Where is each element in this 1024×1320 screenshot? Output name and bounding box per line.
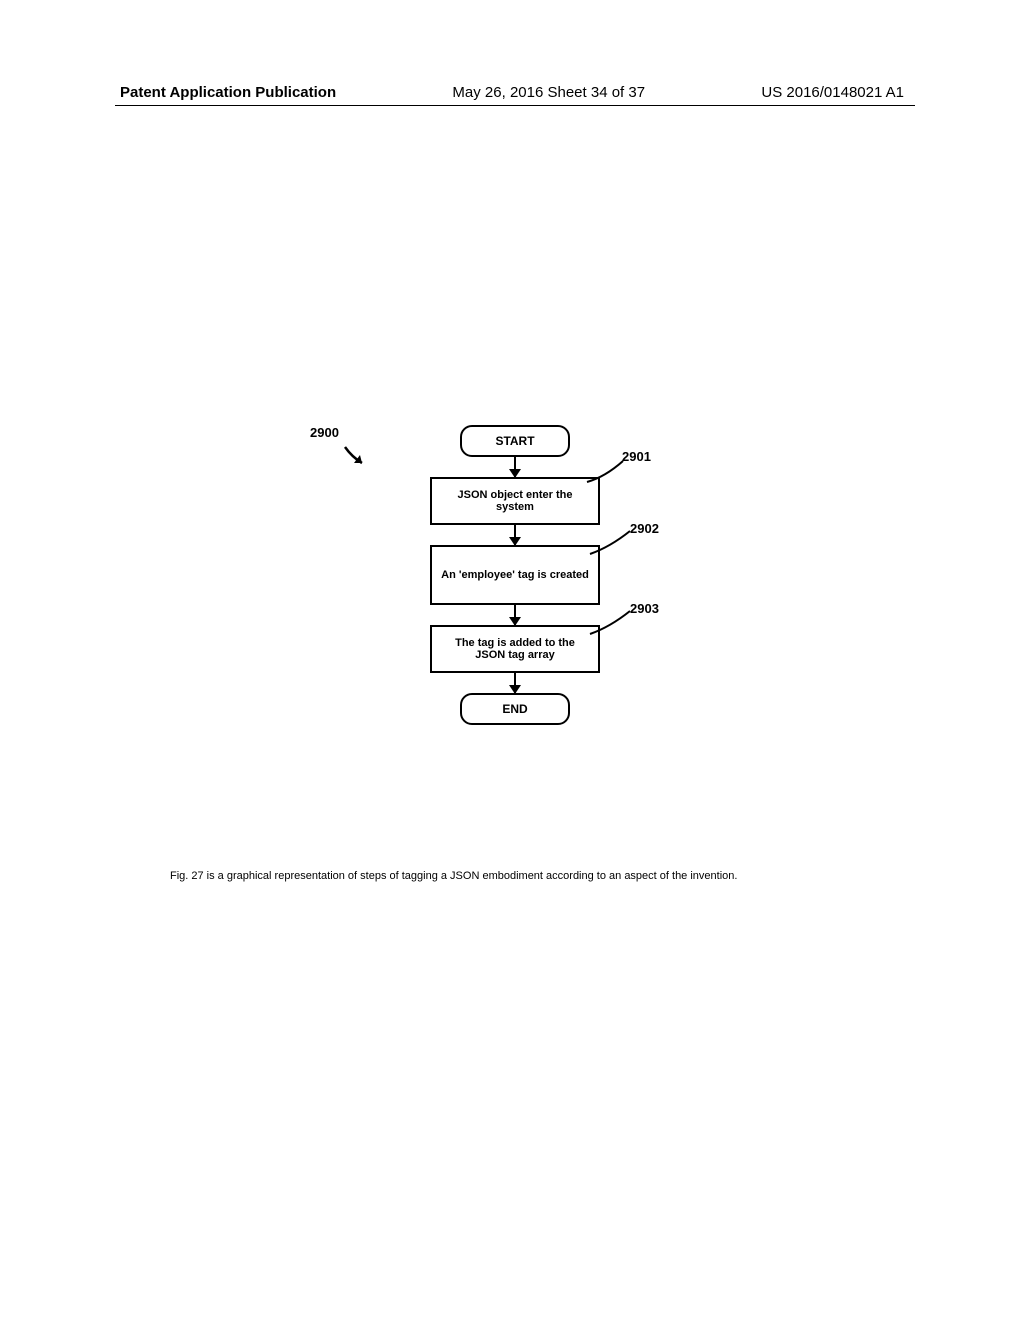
arrow-icon bbox=[514, 525, 516, 545]
arrow-icon bbox=[514, 605, 516, 625]
end-label: END bbox=[502, 702, 527, 716]
process-tag-added: The tag is added to the JSON tag array bbox=[430, 625, 600, 673]
figure-number-label: 2900 bbox=[310, 425, 339, 440]
arrow-icon bbox=[514, 457, 516, 477]
start-terminal: START bbox=[460, 425, 570, 457]
header-patent-number: US 2016/0148021 A1 bbox=[761, 84, 904, 101]
process-3-label: The tag is added to the JSON tag array bbox=[440, 637, 590, 661]
start-label: START bbox=[495, 434, 534, 448]
ref-2901: 2901 bbox=[622, 449, 651, 464]
process-json-enter: JSON object enter the system bbox=[430, 477, 600, 525]
header-publication: Patent Application Publication bbox=[120, 84, 336, 101]
page-header: Patent Application Publication May 26, 2… bbox=[0, 84, 1024, 101]
arrow-icon bbox=[514, 673, 516, 693]
process-2-label: An 'employee' tag is created bbox=[441, 569, 589, 581]
header-date-sheet: May 26, 2016 Sheet 34 of 37 bbox=[452, 84, 645, 101]
end-terminal: END bbox=[460, 693, 570, 725]
header-rule bbox=[115, 105, 915, 106]
ref-2903: 2903 bbox=[630, 601, 659, 616]
figure-caption: Fig. 27 is a graphical representation of… bbox=[170, 870, 870, 882]
figure-number-arrow-icon bbox=[340, 445, 380, 475]
process-1-label: JSON object enter the system bbox=[440, 489, 590, 513]
flowchart-figure: 2900 START JSON object enter the system … bbox=[340, 425, 690, 725]
process-tag-created: An 'employee' tag is created bbox=[430, 545, 600, 605]
ref-2902: 2902 bbox=[630, 521, 659, 536]
